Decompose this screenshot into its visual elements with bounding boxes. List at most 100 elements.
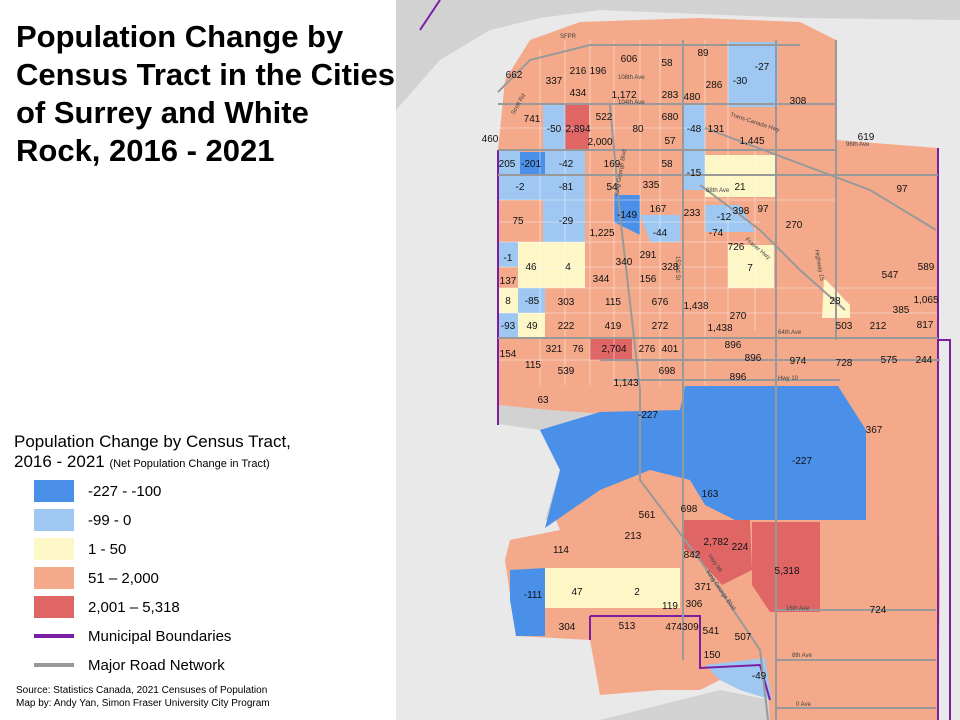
tract-value: -42 bbox=[559, 159, 574, 170]
road-label: 16th Ave bbox=[786, 606, 810, 612]
road-label: 96th Ave bbox=[846, 142, 870, 148]
tract-value: 97 bbox=[757, 204, 769, 215]
tract-value: 46 bbox=[525, 262, 537, 273]
tract-value: 2,704 bbox=[601, 344, 626, 355]
tract-region-red bbox=[590, 338, 632, 360]
legend-swatch bbox=[34, 567, 74, 589]
source-credits: Source: Statistics Canada, 2021 Censuses… bbox=[16, 684, 270, 710]
tract-region-lightblue bbox=[543, 200, 585, 242]
tract-value: 974 bbox=[790, 356, 807, 367]
tract-value: 97 bbox=[896, 184, 908, 195]
tract-value: -49 bbox=[752, 671, 767, 682]
tract-value: 76 bbox=[572, 344, 584, 355]
tract-value: 212 bbox=[870, 321, 887, 332]
tract-value: 8 bbox=[505, 296, 511, 307]
tract-value: 5,318 bbox=[774, 566, 799, 577]
tract-value: 817 bbox=[917, 320, 934, 331]
tract-value: 216 bbox=[570, 66, 587, 77]
tract-region-darkblue bbox=[510, 568, 545, 636]
legend-label: 51 – 2,000 bbox=[88, 569, 159, 587]
tract-value: 434 bbox=[570, 88, 587, 99]
road-label: 104th Ave bbox=[618, 100, 645, 106]
legend-label: -99 - 0 bbox=[88, 511, 132, 529]
tract-value: 503 bbox=[836, 321, 853, 332]
tract-value: 842 bbox=[684, 550, 701, 561]
tract-value: 728 bbox=[836, 358, 853, 369]
tract-value: 306 bbox=[686, 599, 703, 610]
tract-value: -111 bbox=[524, 590, 543, 601]
tract-value: 474309 bbox=[665, 622, 699, 633]
tract-value: 224 bbox=[732, 542, 749, 553]
tract-value: 480 bbox=[684, 92, 701, 103]
tract-value: 398 bbox=[733, 206, 750, 217]
legend-swatch bbox=[34, 596, 74, 618]
tract-value: 541 bbox=[703, 626, 720, 637]
tract-value: 137 bbox=[500, 276, 517, 287]
legend-label: -227 - -100 bbox=[88, 482, 162, 500]
tract-value: 522 bbox=[596, 112, 613, 123]
tract-value: 286 bbox=[706, 80, 723, 91]
tract-value: -50 bbox=[547, 124, 562, 135]
tract-region-darkblue bbox=[520, 152, 545, 174]
tract-value: 401 bbox=[662, 344, 679, 355]
tract-value: -1 bbox=[504, 253, 513, 264]
tract-value: 283 bbox=[662, 90, 679, 101]
tract-value: -201 bbox=[521, 159, 541, 170]
tract-region-lightblue bbox=[498, 242, 518, 267]
tract-value: 58 bbox=[661, 58, 673, 69]
municipal-boundaries bbox=[419, 0, 951, 720]
tract-value: 619 bbox=[858, 132, 875, 143]
tract-value: -44 bbox=[653, 228, 668, 239]
tract-value: 28 bbox=[829, 296, 841, 307]
tract-value: -29 bbox=[559, 216, 574, 227]
tract-value: 2,782 bbox=[703, 537, 728, 548]
tract-value: 698 bbox=[659, 366, 676, 377]
tract-value: 1,065 bbox=[913, 295, 938, 306]
tract-region-lightblue bbox=[543, 104, 565, 149]
tract-value: -227 bbox=[638, 410, 658, 421]
tract-region-yellow bbox=[545, 568, 680, 608]
tract-region-yellow bbox=[498, 288, 518, 313]
tract-value: -48 bbox=[687, 124, 702, 135]
tract-region-lightblue bbox=[683, 104, 705, 149]
tract-value: 115 bbox=[525, 360, 541, 371]
tract-value: -27 bbox=[755, 62, 770, 73]
legend-row-municipal-boundaries: Municipal Boundaries bbox=[34, 625, 231, 647]
tract-value: 2 bbox=[634, 587, 640, 598]
tract-value: 169 bbox=[604, 159, 621, 170]
tract-value: -30 bbox=[733, 76, 748, 87]
tract-region-lightblue bbox=[705, 658, 772, 700]
tract-value: 54 bbox=[606, 182, 618, 193]
road-label: 8th Ave bbox=[792, 653, 813, 659]
legend-label: 2,001 – 5,318 bbox=[88, 598, 180, 616]
tract-region-red bbox=[565, 104, 589, 149]
legend-row-class-2: -99 - 0 bbox=[34, 509, 131, 531]
tract-value: 205 bbox=[499, 159, 516, 170]
tract-value: 276 bbox=[639, 344, 656, 355]
tract-value: 367 bbox=[866, 425, 883, 436]
tract-value: 606 bbox=[621, 54, 638, 65]
tract-value: 539 bbox=[558, 366, 575, 377]
tract-value: 662 bbox=[506, 70, 523, 81]
tract-value: 163 bbox=[702, 489, 719, 500]
tract-value: 385 bbox=[893, 305, 910, 316]
tract-value: 304 bbox=[559, 622, 576, 633]
legend-label: Municipal Boundaries bbox=[88, 627, 232, 645]
tract-value: 114 bbox=[553, 545, 569, 556]
map-title: Population Change by Census Tract in the… bbox=[16, 19, 395, 168]
tract-value: 1,445 bbox=[739, 136, 764, 147]
tract-value: 21 bbox=[734, 182, 746, 193]
tract-value: 58 bbox=[661, 159, 673, 170]
tract-value: 680 bbox=[662, 112, 679, 123]
tract-value: 308 bbox=[790, 96, 807, 107]
tract-value: 1,172 bbox=[611, 90, 636, 101]
legend-title: Population Change by Census Tract, bbox=[14, 432, 291, 451]
tract-value: -149 bbox=[617, 210, 637, 221]
census-tract-map: SFPR 108th Ave 104th Ave Trans-Canada Hw… bbox=[396, 0, 960, 720]
tract-value: 724 bbox=[870, 605, 887, 616]
tract-value: 1,225 bbox=[589, 228, 614, 239]
road-label: 64th Ave bbox=[778, 330, 802, 336]
tract-value: 741 bbox=[524, 114, 541, 125]
tract-value: 896 bbox=[745, 353, 762, 364]
tract-value: 270 bbox=[786, 220, 803, 231]
